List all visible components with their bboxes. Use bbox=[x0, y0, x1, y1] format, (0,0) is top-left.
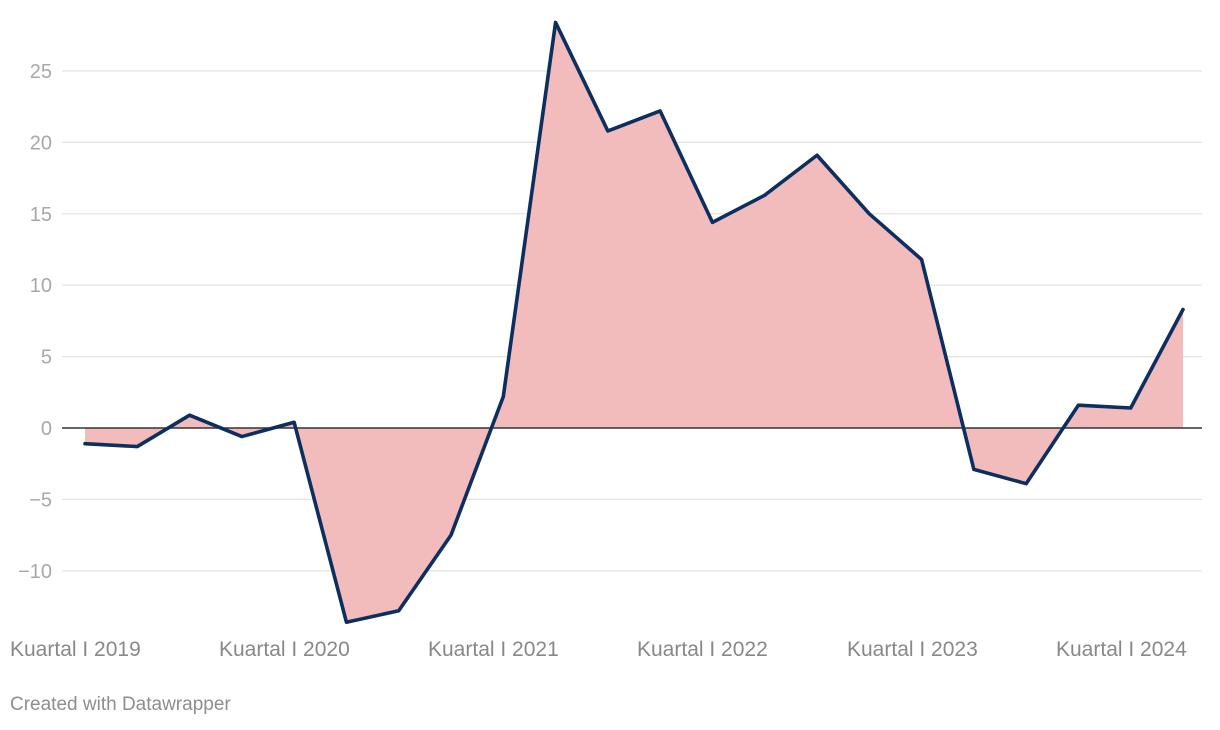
data-point bbox=[1181, 307, 1185, 311]
x-tick-label: Kuartal I 2022 bbox=[637, 638, 768, 661]
data-point bbox=[815, 153, 819, 157]
x-tick-label: Kuartal I 2024 bbox=[1056, 638, 1187, 661]
x-tick-label: Kuartal I 2019 bbox=[10, 638, 141, 661]
y-tick-label: 15 bbox=[30, 204, 52, 226]
y-tick-label: 20 bbox=[30, 132, 52, 154]
data-point bbox=[1129, 406, 1133, 410]
series-area bbox=[85, 22, 1183, 623]
data-point bbox=[554, 20, 558, 24]
x-tick-label: Kuartal I 2020 bbox=[219, 638, 350, 661]
series-line bbox=[83, 20, 1185, 625]
data-point bbox=[710, 220, 714, 224]
data-point bbox=[1076, 403, 1080, 407]
data-point bbox=[135, 445, 139, 449]
y-tick-label: 25 bbox=[30, 61, 52, 83]
data-point bbox=[501, 395, 505, 399]
credit-text: Created with Datawrapper bbox=[10, 694, 231, 715]
data-point bbox=[449, 533, 453, 537]
data-point bbox=[658, 109, 662, 113]
y-tick-label: −5 bbox=[29, 489, 52, 511]
data-point bbox=[292, 420, 296, 424]
x-tick-label: Kuartal I 2021 bbox=[428, 638, 559, 661]
x-tick-label: Kuartal I 2023 bbox=[847, 638, 978, 661]
data-point bbox=[972, 467, 976, 471]
data-point bbox=[188, 413, 192, 417]
data-point bbox=[1024, 482, 1028, 486]
data-point bbox=[344, 620, 348, 624]
y-tick-label: −10 bbox=[18, 561, 52, 583]
data-point bbox=[83, 442, 87, 446]
data-point bbox=[240, 435, 244, 439]
data-point bbox=[763, 193, 767, 197]
x-axis-labels: Kuartal I 2019 Kuartal I 2020 Kuartal I 20… bbox=[10, 638, 1187, 661]
y-axis-labels: 25 20 15 10 5 0 −5 −10 bbox=[18, 61, 52, 583]
data-point bbox=[920, 257, 924, 261]
data-point bbox=[606, 129, 610, 133]
data-point bbox=[867, 212, 871, 216]
y-tick-label: 0 bbox=[41, 418, 52, 440]
y-tick-label: 10 bbox=[30, 275, 52, 297]
y-tick-label: 5 bbox=[41, 347, 52, 369]
data-point bbox=[397, 609, 401, 613]
